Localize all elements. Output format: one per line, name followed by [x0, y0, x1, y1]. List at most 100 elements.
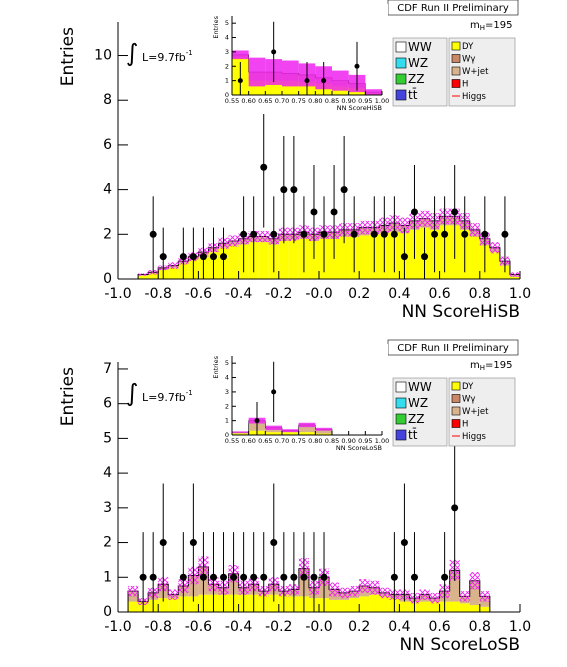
x-tick-label: -0.4: [225, 286, 252, 302]
uncertainty-band: [339, 587, 350, 599]
legend-label: ZZ: [408, 72, 424, 86]
lumi-label: L=9.7fb-1: [142, 389, 193, 404]
x-tick-label: 0.8: [469, 619, 491, 635]
legend-swatch: [395, 397, 407, 409]
data-point: [149, 573, 157, 581]
uncertainty-band: [248, 57, 266, 87]
x-tick-label: 0.65: [258, 437, 272, 445]
y-tick-label: 8: [103, 92, 112, 108]
uncertainty-band: [329, 582, 340, 597]
data-point: [260, 163, 268, 171]
data-point: [159, 539, 167, 547]
histogram-bar: [479, 606, 490, 612]
y-tick-label: 4: [103, 465, 112, 481]
x-axis-title: NN ScoreHiSB: [337, 104, 382, 112]
x-tick-label: 0.55: [225, 437, 239, 445]
uncertainty-band: [258, 230, 269, 243]
lumi-superscript: -1: [186, 389, 193, 397]
y-tick-label: 3: [225, 48, 229, 56]
histogram-bar: [265, 432, 282, 435]
x-tick-label: 0.60: [241, 437, 255, 445]
y-tick-label: 4: [103, 182, 112, 198]
legend-label: WZ: [408, 56, 428, 70]
histogram-bar: [469, 580, 480, 606]
x-tick-label: 0.65: [258, 97, 272, 105]
uncertainty-band: [282, 60, 299, 87]
data-point: [230, 573, 238, 581]
data-point: [370, 230, 378, 238]
data-point: [461, 230, 469, 238]
histogram-bar: [282, 432, 299, 435]
y-axis-title: Entries: [212, 355, 220, 378]
y-tick-label: 1: [103, 569, 112, 585]
histogram-bar: [308, 241, 319, 279]
legend-swatch: [395, 57, 407, 69]
x-tick-label: -0.2: [265, 619, 292, 635]
data-point: [237, 78, 243, 84]
y-tick-label: 2: [225, 402, 229, 410]
uncertainty-band: [399, 217, 410, 234]
y-tick-label: 5: [225, 359, 229, 367]
legend-swatch: [451, 66, 461, 76]
histogram-bar: [489, 252, 500, 279]
x-tick-label: 0.95: [358, 97, 372, 105]
data-point: [271, 49, 277, 55]
x-tick-label: -0.6: [185, 286, 212, 302]
data-point: [209, 573, 217, 581]
mass-subscript: H: [480, 364, 485, 372]
x-tick-label: 0.70: [275, 437, 289, 445]
lumi-text: L=9.7fb: [142, 51, 186, 64]
histogram-bar: [509, 276, 520, 279]
uncertainty-band: [469, 223, 480, 237]
legend-label: Wγ: [462, 395, 475, 405]
histogram-bar: [228, 245, 239, 279]
histogram-bar: [449, 570, 460, 602]
uncertainty-band: [228, 235, 239, 247]
mass-label: mH=195: [470, 20, 512, 32]
legend-swatch: [395, 73, 407, 85]
x-tick-label: -0.8: [145, 619, 172, 635]
histogram-bar: [419, 601, 430, 612]
x-axis-title: NN ScoreLoSB: [336, 444, 382, 452]
x-tick-label: 0.95: [358, 437, 372, 445]
data-point: [441, 573, 449, 581]
histogram-bar: [315, 429, 332, 434]
histogram-bar: [128, 601, 139, 612]
data-point: [240, 230, 248, 238]
y-tick-label: 2: [103, 226, 112, 242]
legend-swatch: [395, 381, 407, 393]
legend-swatch: [451, 419, 461, 428]
y-tick-label: 7: [103, 361, 112, 377]
histogram-bar: [359, 235, 370, 279]
x-tick-label: 0.85: [325, 437, 339, 445]
data-point: [270, 539, 278, 547]
histogram-bar: [288, 239, 299, 279]
legend-label: tt̄: [408, 428, 418, 442]
legend-swatch: [395, 41, 407, 53]
data-point: [451, 504, 459, 512]
data-point: [189, 539, 197, 547]
integral-symbol: ∫: [126, 39, 139, 67]
y-tick-label: 5: [225, 19, 229, 27]
histogram-bar: [339, 599, 350, 612]
data-point: [280, 573, 288, 581]
data-point: [199, 253, 207, 261]
histogram-bar: [315, 433, 332, 435]
histogram-bar: [469, 605, 480, 612]
data-point: [410, 573, 418, 581]
legend-swatch: [451, 54, 461, 63]
y-tick-label: 3: [103, 500, 112, 516]
data-point: [159, 253, 167, 261]
data-point: [149, 230, 157, 238]
uncertainty-band: [298, 422, 316, 428]
histogram-bar: [278, 241, 289, 279]
data-point: [220, 253, 228, 261]
mass-suffix: =195: [485, 20, 512, 31]
data-point: [501, 230, 509, 238]
data-point: [390, 230, 398, 238]
uncertainty-band: [369, 580, 380, 595]
legend-label: DY: [462, 382, 474, 392]
legend-swatch: [395, 413, 407, 425]
uncertainty-band: [282, 429, 299, 433]
x-tick-label: -0.4: [225, 619, 252, 635]
